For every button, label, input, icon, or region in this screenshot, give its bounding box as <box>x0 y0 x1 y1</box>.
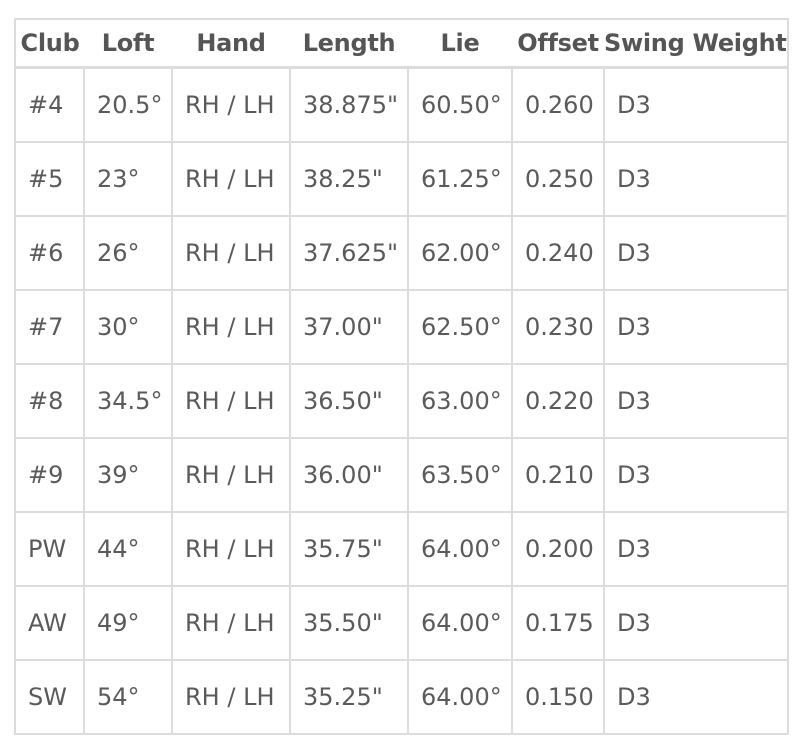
cell-club: SW <box>14 659 85 735</box>
cell-lie: 61.25° <box>407 141 513 217</box>
table-row: #4 20.5° RH / LH 38.875" 60.50° 0.260 D3 <box>14 66 789 143</box>
cell-loft: 49° <box>83 585 173 661</box>
header-loft: Loft <box>84 18 172 68</box>
cell-offset: 0.240 <box>511 215 605 291</box>
cell-swing-weight: D3 <box>603 437 789 513</box>
cell-length: 35.75" <box>289 511 409 587</box>
cell-lie: 63.00° <box>407 363 513 439</box>
cell-length: 35.25" <box>289 659 409 735</box>
header-length: Length <box>290 18 408 68</box>
cell-swing-weight: D3 <box>603 289 789 365</box>
table-body: #4 20.5° RH / LH 38.875" 60.50° 0.260 D3 #5 23° R… <box>14 66 789 735</box>
club-specs-table: Club Loft Hand Length Lie Offset Swing W… <box>14 18 789 735</box>
cell-loft: 30° <box>83 289 173 365</box>
cell-swing-weight: D3 <box>603 215 789 291</box>
header-hand: Hand <box>172 18 290 68</box>
table-row: SW 54° RH / LH 35.25" 64.00° 0.150 D3 <box>14 659 789 735</box>
header-lie: Lie <box>408 18 512 68</box>
cell-length: 35.50" <box>289 585 409 661</box>
cell-hand: RH / LH <box>171 289 291 365</box>
cell-hand: RH / LH <box>171 363 291 439</box>
cell-lie: 64.00° <box>407 585 513 661</box>
cell-swing-weight: D3 <box>603 511 789 587</box>
cell-loft: 26° <box>83 215 173 291</box>
cell-loft: 34.5° <box>83 363 173 439</box>
cell-hand: RH / LH <box>171 437 291 513</box>
cell-offset: 0.260 <box>511 66 605 143</box>
cell-offset: 0.150 <box>511 659 605 735</box>
table-row: #6 26° RH / LH 37.625" 62.00° 0.240 D3 <box>14 215 789 291</box>
cell-lie: 62.00° <box>407 215 513 291</box>
cell-hand: RH / LH <box>171 66 291 143</box>
cell-club: #6 <box>14 215 85 291</box>
cell-lie: 64.00° <box>407 659 513 735</box>
cell-offset: 0.175 <box>511 585 605 661</box>
cell-length: 37.625" <box>289 215 409 291</box>
cell-offset: 0.210 <box>511 437 605 513</box>
cell-lie: 62.50° <box>407 289 513 365</box>
cell-hand: RH / LH <box>171 215 291 291</box>
cell-club: #9 <box>14 437 85 513</box>
table-row: #7 30° RH / LH 37.00" 62.50° 0.230 D3 <box>14 289 789 365</box>
cell-swing-weight: D3 <box>603 659 789 735</box>
cell-loft: 44° <box>83 511 173 587</box>
header-swing-weight: Swing Weight <box>604 18 789 68</box>
cell-club: #7 <box>14 289 85 365</box>
cell-lie: 64.00° <box>407 511 513 587</box>
cell-hand: RH / LH <box>171 511 291 587</box>
header-row: Club Loft Hand Length Lie Offset Swing W… <box>14 18 789 68</box>
table-row: PW 44° RH / LH 35.75" 64.00° 0.200 D3 <box>14 511 789 587</box>
cell-club: #4 <box>14 66 85 143</box>
cell-loft: 54° <box>83 659 173 735</box>
cell-length: 38.25" <box>289 141 409 217</box>
cell-club: #8 <box>14 363 85 439</box>
cell-length: 38.875" <box>289 66 409 143</box>
header-club: Club <box>14 18 84 68</box>
cell-offset: 0.230 <box>511 289 605 365</box>
cell-swing-weight: D3 <box>603 363 789 439</box>
cell-club: PW <box>14 511 85 587</box>
cell-hand: RH / LH <box>171 585 291 661</box>
cell-swing-weight: D3 <box>603 585 789 661</box>
header-offset: Offset <box>512 18 604 68</box>
table-row: #9 39° RH / LH 36.00" 63.50° 0.210 D3 <box>14 437 789 513</box>
cell-loft: 39° <box>83 437 173 513</box>
table-row: #5 23° RH / LH 38.25" 61.25° 0.250 D3 <box>14 141 789 217</box>
cell-length: 37.00" <box>289 289 409 365</box>
cell-lie: 63.50° <box>407 437 513 513</box>
cell-offset: 0.200 <box>511 511 605 587</box>
cell-length: 36.00" <box>289 437 409 513</box>
cell-hand: RH / LH <box>171 141 291 217</box>
club-specs-table-container: Club Loft Hand Length Lie Offset Swing W… <box>14 18 789 735</box>
cell-length: 36.50" <box>289 363 409 439</box>
cell-loft: 23° <box>83 141 173 217</box>
cell-offset: 0.250 <box>511 141 605 217</box>
table-row: #8 34.5° RH / LH 36.50" 63.00° 0.220 D3 <box>14 363 789 439</box>
cell-swing-weight: D3 <box>603 66 789 143</box>
cell-club: AW <box>14 585 85 661</box>
table-row: AW 49° RH / LH 35.50" 64.00° 0.175 D3 <box>14 585 789 661</box>
cell-loft: 20.5° <box>83 66 173 143</box>
cell-hand: RH / LH <box>171 659 291 735</box>
cell-club: #5 <box>14 141 85 217</box>
cell-lie: 60.50° <box>407 66 513 143</box>
cell-offset: 0.220 <box>511 363 605 439</box>
cell-swing-weight: D3 <box>603 141 789 217</box>
